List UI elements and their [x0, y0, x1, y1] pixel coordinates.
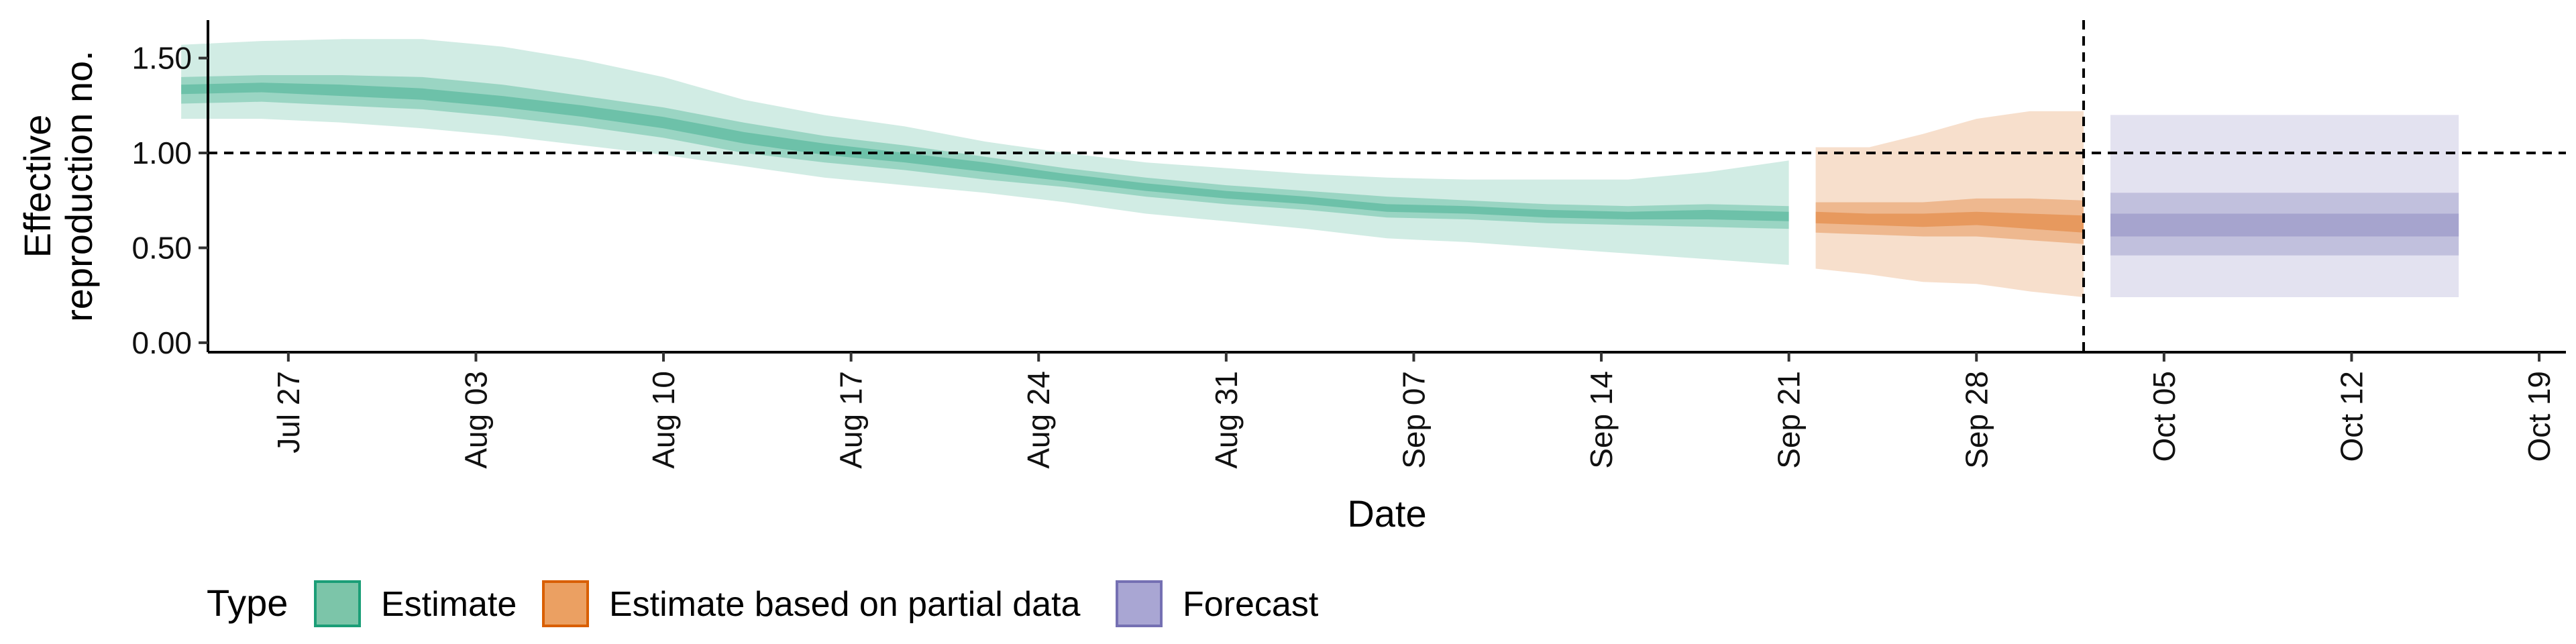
- x-tick-label: Oct 05: [2147, 371, 2182, 462]
- series-1: [1815, 111, 2084, 298]
- ribbon-layer: [181, 39, 2459, 298]
- ribbon-50: [1815, 198, 2084, 244]
- ribbon-90: [2110, 115, 2459, 297]
- ribbon-50: [181, 75, 1789, 229]
- x-tick-label: Aug 31: [1209, 371, 1244, 469]
- y-tick-label: 0.50: [131, 230, 192, 265]
- legend-title: Type: [207, 582, 288, 624]
- x-tick-label: Sep 21: [1772, 371, 1807, 469]
- ribbon-20: [2110, 213, 2459, 237]
- x-tick-label: Aug 24: [1021, 371, 1056, 469]
- x-tick-label: Oct 12: [2334, 371, 2369, 462]
- legend-label: Forecast: [1183, 585, 1319, 624]
- x-tick-label: Sep 07: [1396, 371, 1431, 469]
- axes: 0.00 0.50 1.00 1.50 Jul 27 Aug 03 Aug 10 Aug 17…: [16, 20, 2566, 535]
- x-tick-label: Aug 03: [458, 371, 493, 469]
- y-tick-label: 1.50: [131, 41, 192, 76]
- ribbon-50: [2110, 193, 2459, 256]
- ribbon-20: [1815, 211, 2084, 233]
- legend-swatch: [314, 580, 361, 627]
- legend-label: Estimate based on partial data: [609, 585, 1081, 624]
- x-tick-label: Aug 10: [646, 371, 681, 469]
- y-axis-title-line: Effective: [16, 115, 58, 258]
- x-axis-title: Date: [1347, 492, 1426, 535]
- reference-lines: [208, 20, 2566, 352]
- y-axis-title-line: reproduction no.: [58, 50, 100, 322]
- series-2: [2110, 115, 2459, 297]
- x-tick-label: Aug 17: [834, 371, 869, 469]
- legend: Type Estimate Estimate based on partial da…: [207, 580, 1319, 627]
- legend-swatch: [1116, 580, 1163, 627]
- ribbon-90: [1815, 111, 2084, 298]
- x-tick-label: Oct 19: [2522, 371, 2557, 462]
- x-tick-label: Sep 28: [1959, 371, 1994, 469]
- y-axis-title: Effectivereproduction no.: [16, 50, 100, 322]
- legend-label: Estimate: [381, 585, 517, 624]
- legend-swatch: [542, 580, 589, 627]
- x-tick-label: Jul 27: [271, 371, 306, 453]
- x-tick-label: Sep 14: [1584, 371, 1619, 469]
- y-tick-label: 0.00: [131, 325, 192, 360]
- y-tick-label: 1.00: [131, 136, 192, 170]
